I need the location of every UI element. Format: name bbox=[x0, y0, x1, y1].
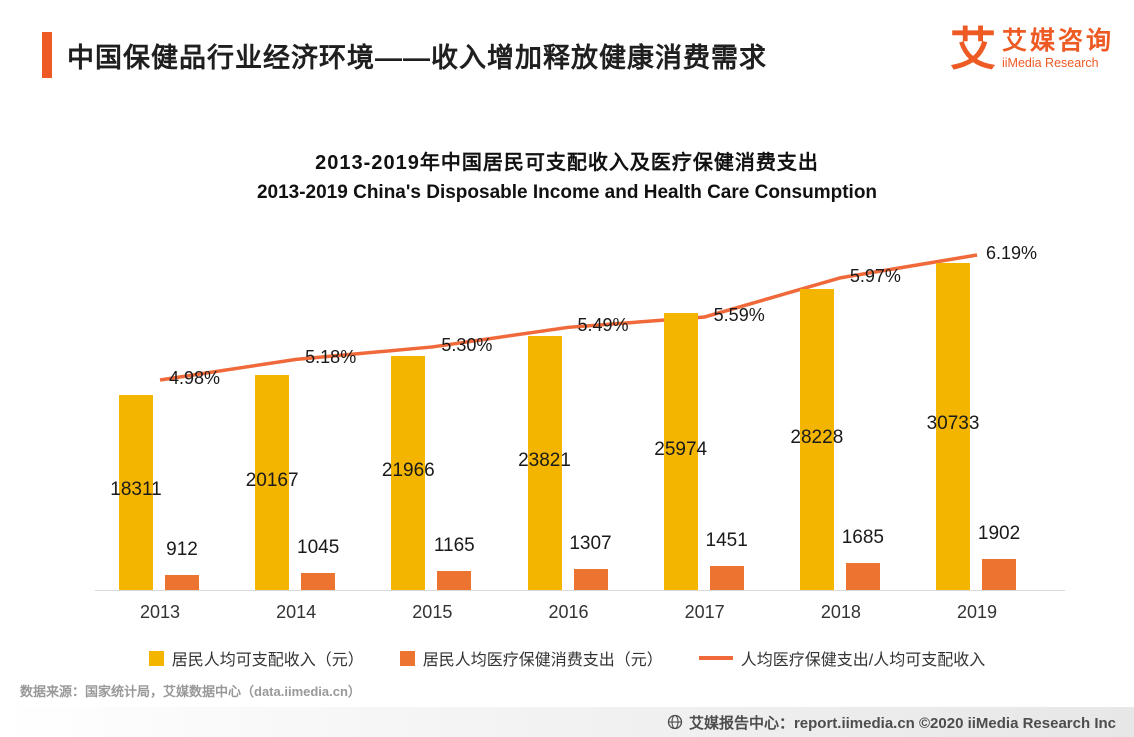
legend-label: 居民人均可支配收入（元） bbox=[171, 652, 364, 669]
header: 中国保健品行业经济环境——收入增加释放健康消费需求 bbox=[42, 32, 767, 78]
income-value-label: 25974 bbox=[654, 438, 708, 460]
legend-color-swatch bbox=[148, 650, 164, 666]
ratio-line bbox=[159, 253, 978, 382]
ratio-value-label: 5.59% bbox=[713, 304, 765, 325]
income-bar bbox=[663, 313, 698, 590]
legend-label: 居民人均医疗保健消费支出（元） bbox=[422, 652, 663, 669]
health-value-label: 912 bbox=[166, 539, 198, 561]
ratio-value-label: 5.18% bbox=[305, 347, 357, 368]
chart-title-en: 2013-2019 China's Disposable Income and … bbox=[256, 182, 878, 203]
logo-text: 艾媒咨询 iiMedia Research bbox=[1002, 27, 1114, 71]
income-bar bbox=[936, 262, 971, 590]
footer-text: 艾媒报告中心：report.iimedia.cn ©2020 iiMedia R… bbox=[688, 714, 1116, 732]
x-axis-label: 2015 bbox=[412, 602, 453, 622]
income-bar bbox=[255, 375, 290, 590]
globe-icon bbox=[667, 714, 683, 730]
x-axis-label: 2019 bbox=[956, 602, 998, 622]
chart-title-block: 2013-2019年中国居民可支配收入及医疗保健消费支出 2013-2019 C… bbox=[0, 146, 1134, 204]
health-value-label: 1165 bbox=[433, 535, 475, 556]
iimedia-logo: 艾 艾媒咨询 iiMedia Research bbox=[950, 26, 1114, 72]
income-bar bbox=[119, 394, 153, 590]
health-bar bbox=[982, 558, 1017, 590]
iimedia-logo-icon: 艾 bbox=[949, 23, 996, 75]
health-bar bbox=[301, 572, 336, 590]
income-bar bbox=[527, 336, 562, 590]
health-value-label: 1307 bbox=[569, 532, 612, 554]
legend-label: 人均医疗保健支出/人均可支配收入 bbox=[740, 652, 986, 669]
x-axis-label: 2016 bbox=[548, 602, 589, 622]
title-accent-bar bbox=[42, 32, 52, 78]
ratio-value-label: 5.49% bbox=[577, 315, 629, 336]
health-bar bbox=[845, 562, 880, 590]
x-axis-label: 2017 bbox=[684, 602, 725, 622]
legend-item: 人均医疗保健支出/人均可支配收入 bbox=[698, 646, 986, 670]
legend-color-swatch bbox=[399, 650, 415, 666]
income-bar bbox=[391, 356, 426, 590]
footer: 艾媒报告中心：report.iimedia.cn ©2020 iiMedia R… bbox=[0, 707, 1134, 737]
legend-item: 居民人均医疗保健消费支出（元） bbox=[399, 646, 663, 670]
health-bar bbox=[573, 568, 608, 590]
income-value-label: 18311 bbox=[110, 479, 162, 501]
logo-name-cn: 艾媒咨询 bbox=[1001, 27, 1114, 56]
legend-item: 居民人均可支配收入（元） bbox=[148, 646, 364, 670]
health-bar bbox=[709, 566, 744, 590]
health-value-label: 1685 bbox=[841, 526, 884, 548]
ratio-value-label: 5.97% bbox=[849, 265, 901, 286]
x-axis-label: 2018 bbox=[820, 602, 861, 622]
x-axis-label: 2013 bbox=[139, 602, 181, 622]
health-value-label: 1451 bbox=[705, 530, 748, 552]
health-bar bbox=[165, 575, 199, 590]
income-value-label: 28228 bbox=[790, 426, 844, 448]
chart-legend: 居民人均可支配收入（元） 居民人均医疗保健消费支出（元） 人均医疗保健支出/人均可支… bbox=[0, 646, 1134, 670]
income-bar bbox=[799, 289, 834, 590]
x-axis-line bbox=[95, 590, 1065, 591]
legend-line-swatch bbox=[698, 656, 733, 660]
source-note: 数据来源：国家统计局，艾媒数据中心（data.iimedia.cn） bbox=[20, 684, 361, 699]
ratio-value-label: 5.30% bbox=[441, 334, 493, 355]
ratio-value-label: 4.98% bbox=[169, 368, 221, 388]
chart-title-cn: 2013-2019年中国居民可支配收入及医疗保健消费支出 bbox=[315, 152, 819, 174]
income-value-label: 20167 bbox=[245, 469, 299, 491]
logo-name-en: iiMedia Research bbox=[1001, 55, 1099, 70]
page-title: 中国保健品行业经济环境——收入增加释放健康消费需求 bbox=[67, 42, 767, 73]
x-axis-label: 2014 bbox=[276, 602, 317, 622]
health-value-label: 1902 bbox=[977, 522, 1021, 544]
ratio-value-label: 6.19% bbox=[986, 243, 1038, 263]
income-value-label: 23821 bbox=[518, 450, 571, 472]
health-bar bbox=[437, 571, 472, 590]
income-value-label: 30733 bbox=[926, 413, 980, 435]
health-value-label: 1045 bbox=[297, 536, 340, 558]
income-value-label: 21966 bbox=[381, 460, 435, 482]
